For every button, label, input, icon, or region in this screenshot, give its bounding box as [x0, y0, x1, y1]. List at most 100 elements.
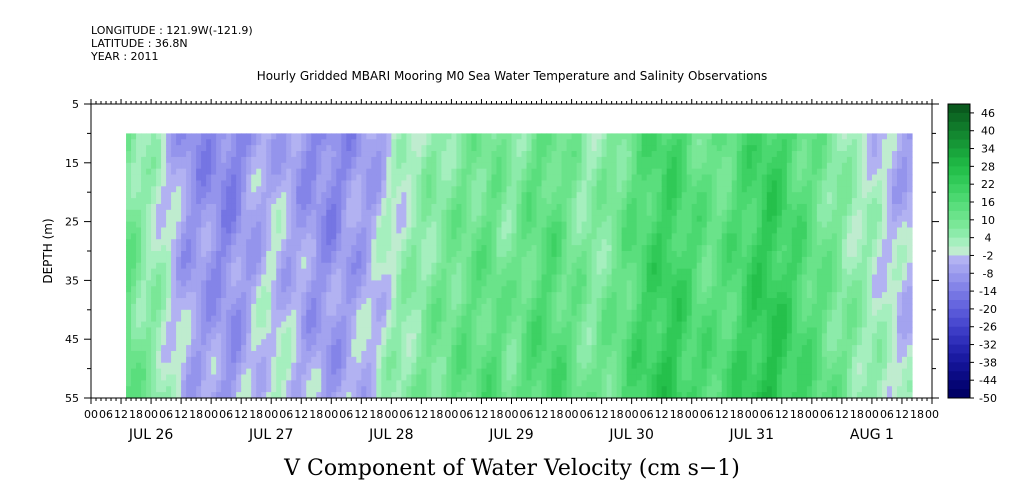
field-cell — [296, 156, 302, 164]
field-cell — [576, 203, 583, 211]
field-cell — [576, 133, 583, 140]
field-cell — [576, 298, 583, 305]
field-cell — [141, 286, 147, 293]
field-cell — [466, 292, 473, 299]
field-cell — [391, 333, 397, 340]
field-cell — [351, 386, 357, 393]
field-cell — [166, 227, 172, 234]
field-cell — [501, 380, 508, 387]
field-cell — [636, 139, 643, 146]
field-cell — [536, 221, 543, 229]
field-cell — [486, 298, 493, 305]
field-cell — [526, 362, 533, 370]
field-cell — [636, 274, 643, 281]
field-cell — [506, 280, 513, 287]
field-cell — [321, 345, 327, 352]
field-cell — [236, 192, 242, 199]
field-cell — [516, 203, 523, 211]
field-cell — [621, 227, 628, 234]
field-cell — [441, 315, 448, 323]
field-cell — [336, 309, 342, 317]
field-cell — [636, 303, 643, 311]
field-cell — [291, 362, 297, 370]
field-cell — [276, 239, 282, 246]
field-cell — [131, 386, 137, 393]
field-cell — [566, 151, 573, 158]
field-cell — [471, 133, 478, 140]
field-cell — [476, 139, 483, 146]
field-cell — [341, 303, 347, 311]
field-cell — [661, 292, 668, 299]
field-cell — [296, 315, 302, 323]
field-cell — [371, 268, 377, 276]
field-cell — [556, 327, 563, 334]
field-cell — [581, 292, 588, 299]
field-cell — [446, 133, 453, 140]
field-cell — [366, 327, 372, 334]
field-cell — [436, 156, 443, 164]
field-cell — [256, 268, 262, 276]
field-cell — [371, 327, 377, 334]
field-cell — [641, 174, 648, 182]
field-cell — [176, 392, 182, 399]
field-cell — [431, 192, 438, 199]
field-cell — [571, 256, 578, 264]
field-cell — [326, 292, 332, 299]
field-cell — [561, 268, 568, 276]
field-cell — [631, 192, 638, 199]
field-cell — [526, 292, 533, 299]
field-cell — [591, 256, 598, 264]
field-cell — [346, 345, 352, 352]
field-cell — [551, 239, 558, 246]
field-cell — [191, 268, 197, 276]
field-cell — [451, 209, 458, 217]
field-cell — [621, 215, 628, 223]
field-cell — [406, 374, 412, 381]
field-cell — [646, 333, 653, 340]
field-cell — [541, 274, 548, 281]
field-cell — [401, 192, 407, 199]
field-cell — [441, 251, 448, 258]
field-cell — [491, 268, 498, 276]
field-cell — [616, 151, 623, 158]
field-cell — [491, 292, 498, 299]
field-cell — [651, 203, 658, 211]
field-cell — [491, 362, 498, 370]
field-cell — [661, 380, 668, 387]
field-cell — [271, 380, 277, 387]
field-cell — [361, 374, 367, 381]
field-cell — [256, 186, 262, 193]
field-cell — [376, 327, 382, 334]
field-cell — [421, 180, 427, 187]
field-cell — [516, 356, 523, 364]
field-cell — [541, 174, 548, 182]
field-cell — [221, 280, 227, 287]
field-cell — [171, 298, 177, 305]
field-cell — [631, 392, 638, 399]
field-cell — [196, 256, 202, 264]
field-cell — [381, 145, 387, 152]
field-cell — [336, 145, 342, 152]
field-cell — [141, 256, 147, 264]
field-cell — [666, 368, 673, 376]
field-cell — [346, 333, 352, 340]
field-cell — [661, 350, 668, 358]
field-cell — [501, 298, 508, 305]
field-cell — [456, 180, 463, 187]
field-cell — [506, 192, 513, 199]
field-cell — [411, 133, 417, 140]
field-cell — [501, 186, 508, 193]
field-cell — [441, 327, 448, 334]
field-cell — [176, 303, 182, 311]
field-cell — [516, 198, 523, 205]
field-cell — [511, 151, 518, 158]
field-cell — [626, 227, 633, 234]
field-cell — [411, 221, 417, 229]
field-cell — [541, 345, 548, 352]
field-cell — [631, 292, 638, 299]
field-cell — [306, 362, 312, 370]
field-cell — [656, 180, 663, 187]
field-cell — [436, 286, 443, 293]
field-cell — [526, 251, 533, 258]
field-cell — [231, 198, 237, 205]
